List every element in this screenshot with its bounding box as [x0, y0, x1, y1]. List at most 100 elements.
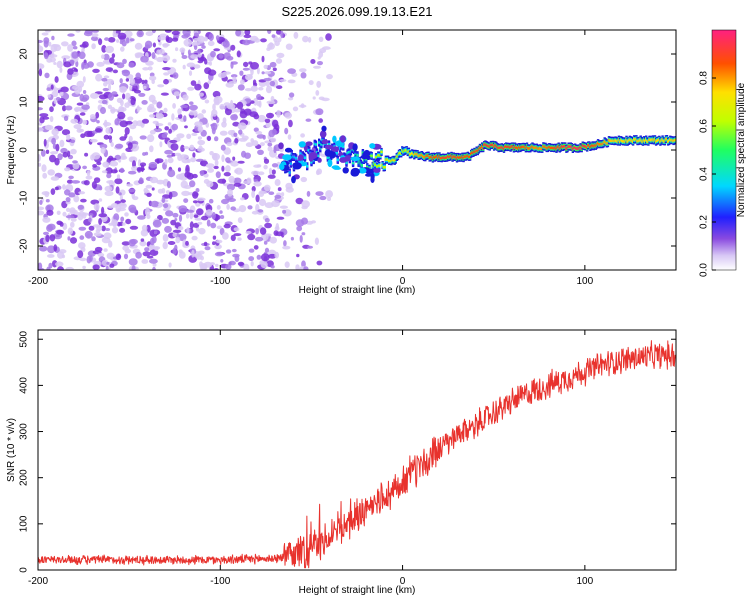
noise-speck	[38, 162, 42, 167]
track-blob	[324, 144, 334, 150]
noise-speck	[145, 31, 154, 37]
noise-speck	[103, 248, 108, 252]
noise-speck	[44, 191, 50, 198]
noise-speck	[158, 41, 162, 46]
noise-speck	[62, 184, 66, 190]
noise-speck	[198, 227, 206, 235]
noise-speck	[227, 129, 236, 136]
noise-speck	[153, 246, 161, 250]
noise-speck	[79, 235, 85, 240]
noise-speck	[165, 210, 174, 217]
noise-speck	[62, 222, 68, 230]
noise-speck	[311, 220, 316, 224]
noise-speck	[279, 205, 288, 209]
noise-speck	[233, 233, 242, 237]
noise-speck	[147, 105, 153, 113]
noise-speck	[191, 249, 195, 258]
noise-speck	[106, 173, 112, 179]
track-core	[299, 152, 302, 155]
noise-speck	[180, 104, 189, 109]
noise-speck	[55, 261, 64, 267]
noise-speck	[170, 219, 177, 226]
noise-speck	[274, 179, 281, 186]
noise-speck	[55, 96, 61, 101]
noise-speck	[295, 197, 304, 205]
noise-speck	[120, 46, 125, 52]
noise-speck	[138, 177, 144, 185]
noise-speck	[91, 43, 96, 50]
noise-speck	[237, 84, 245, 91]
track-core	[356, 153, 359, 157]
noise-speck	[276, 52, 285, 59]
noise-speck	[214, 136, 219, 142]
noise-speck	[200, 160, 208, 167]
noise-speck	[230, 206, 236, 211]
noise-speck	[178, 226, 184, 231]
snr-y-ticks: 0 100 200 300 400 500	[19, 330, 676, 573]
track-core	[291, 155, 295, 159]
noise-speck	[218, 53, 224, 59]
snr-x-ticks: -200 -100 0 100	[28, 330, 594, 587]
x-tick-label: -200	[28, 276, 48, 287]
noise-speck	[307, 245, 313, 249]
noise-speck	[65, 105, 73, 111]
noise-speck	[274, 251, 280, 259]
noise-speck	[250, 85, 258, 92]
noise-speck	[184, 125, 188, 129]
noise-speck	[223, 172, 231, 177]
noise-speck	[243, 61, 249, 68]
colorbar-tick-label: 0.0	[699, 263, 710, 277]
noise-speck	[213, 48, 221, 52]
noise-speck	[70, 118, 79, 124]
colorbar-tick-label: 0.2	[699, 215, 710, 229]
noise-speck	[111, 226, 119, 234]
track-core	[376, 165, 379, 168]
noise-speck	[62, 211, 67, 217]
noise-speck	[70, 221, 75, 228]
noise-speck	[71, 180, 81, 184]
noise-speck	[264, 247, 270, 253]
track-blob	[279, 163, 285, 171]
track-blob	[350, 156, 361, 162]
noise-speck	[237, 237, 242, 241]
noise-speck	[64, 167, 71, 172]
noise-speck	[270, 137, 277, 143]
track-blob	[308, 152, 318, 159]
noise-speck	[255, 236, 264, 242]
track-core	[366, 165, 369, 169]
noise-speck	[300, 72, 307, 79]
noise-speck	[149, 258, 158, 264]
noise-speck	[62, 105, 67, 112]
noise-speck	[110, 142, 114, 147]
noise-speck	[296, 225, 303, 232]
noise-speck	[191, 42, 201, 46]
noise-speck	[135, 251, 142, 259]
noise-speck	[179, 47, 186, 53]
noise-speck	[45, 199, 50, 203]
noise-speck	[226, 203, 230, 210]
noise-speck	[165, 37, 173, 43]
noise-speck	[122, 93, 126, 100]
noise-speck	[189, 211, 194, 220]
noise-speck	[38, 95, 45, 102]
track-blob	[350, 167, 361, 176]
noise-speck	[129, 207, 137, 214]
noise-speck	[161, 187, 166, 194]
noise-speck	[49, 115, 54, 123]
noise-speck	[287, 68, 296, 74]
noise-speck	[248, 256, 255, 262]
noise-speck	[78, 211, 85, 217]
noise-speck	[234, 167, 243, 175]
noise-speck	[85, 175, 93, 180]
noise-speck	[116, 97, 123, 104]
noise-speck	[221, 121, 227, 128]
noise-speck	[120, 199, 126, 204]
noise-speck	[128, 170, 137, 175]
noise-speck	[295, 264, 300, 270]
noise-speck	[42, 216, 51, 223]
noise-speck	[116, 62, 125, 69]
noise-speck	[189, 221, 194, 230]
noise-speck	[244, 30, 251, 36]
noise-speck	[325, 190, 333, 199]
noise-speck	[167, 241, 176, 245]
